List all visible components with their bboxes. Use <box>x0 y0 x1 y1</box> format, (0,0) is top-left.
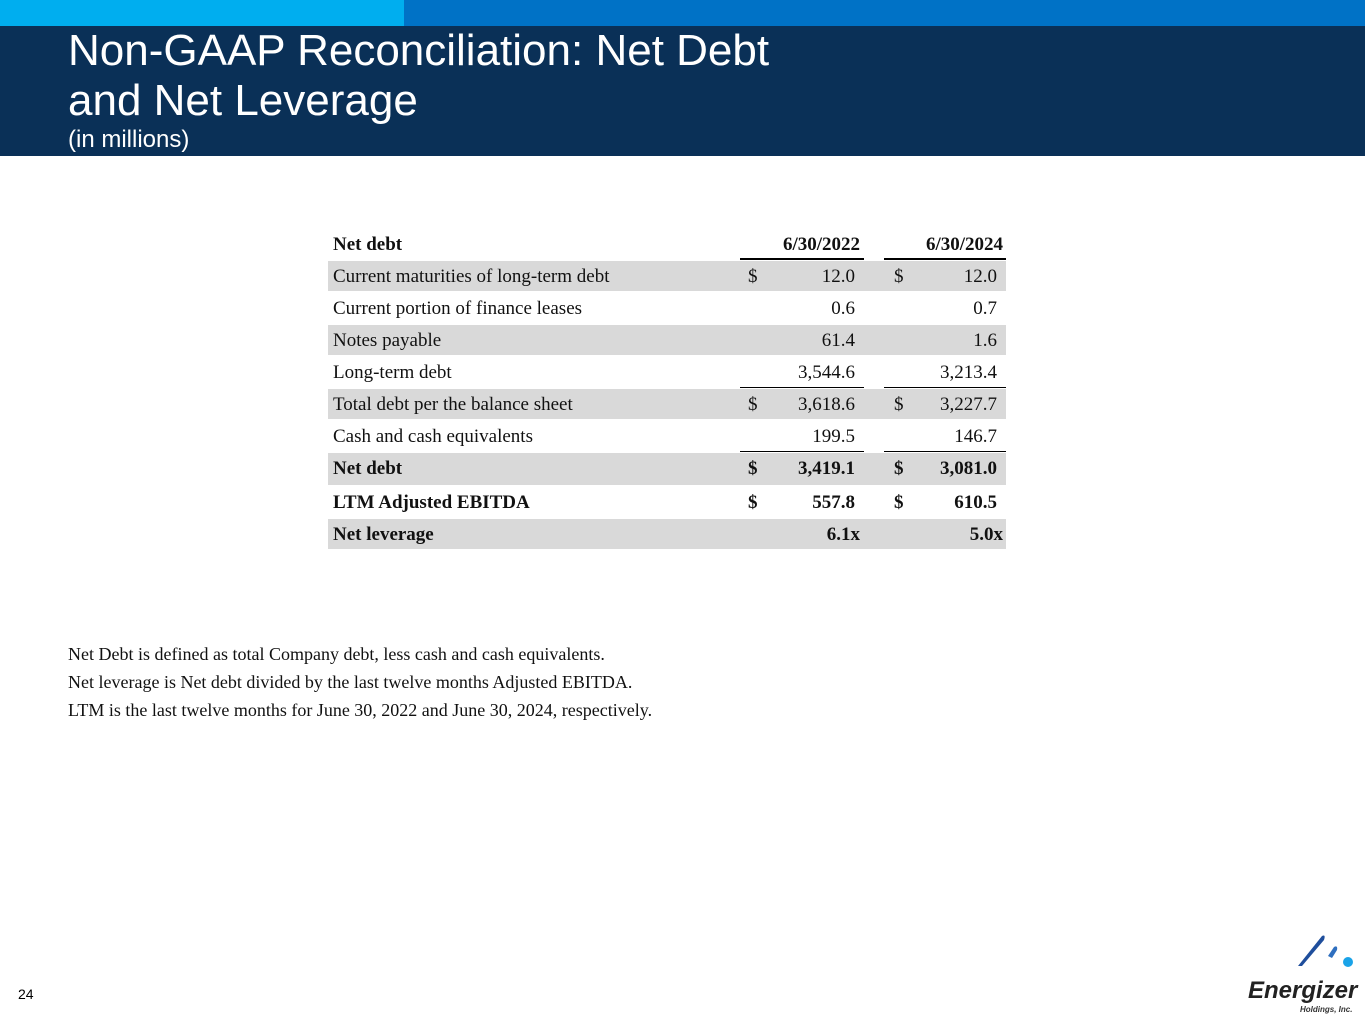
energizer-logo-mark-icon: Energizer Holdings, Inc. <box>1248 935 1359 1014</box>
cell-value: 12.0 <box>963 266 997 287</box>
table-row: Notes payable 61.4 1.6 <box>328 324 1006 356</box>
cell-value: 199.5 <box>812 426 855 447</box>
cell-value: 6.1x <box>826 524 860 545</box>
row-label: Notes payable <box>333 330 442 351</box>
cell-value: 557.8 <box>812 492 855 513</box>
cell-value: 3,419.1 <box>798 458 855 479</box>
currency-symbol: $ <box>894 266 904 287</box>
column-header: 6/30/2022 <box>782 234 860 255</box>
table-row: Current portion of finance leases 0.6 0.… <box>328 292 1006 324</box>
cell-value: 3,213.4 <box>940 362 997 383</box>
currency-symbol: $ <box>894 492 904 513</box>
table-row: Total debt per the balance sheet $ 3,618… <box>328 388 1006 420</box>
footnote: LTM is the last twelve months for June 3… <box>68 700 653 720</box>
currency-symbol: $ <box>894 458 904 479</box>
cell-value: 1.6 <box>973 330 997 351</box>
underline <box>740 258 864 260</box>
underline <box>884 258 1006 260</box>
underline <box>884 387 1006 388</box>
slide-header: Non-GAAP Reconciliation: Net Debt and Ne… <box>0 26 1365 156</box>
footnotes: Net Debt is defined as total Company deb… <box>68 640 652 724</box>
column-header: 6/30/2024 <box>925 234 1003 255</box>
row-label: Net leverage <box>333 524 434 545</box>
footnote: Net Debt is defined as total Company deb… <box>68 644 605 664</box>
row-label: Long-term debt <box>333 362 452 383</box>
row-label: Cash and cash equivalents <box>333 426 533 447</box>
currency-symbol: $ <box>748 266 758 287</box>
top-accent-bar-light <box>0 0 404 26</box>
cell-value: 3,618.6 <box>798 394 855 415</box>
table-row: Current maturities of long-term debt $ 1… <box>328 260 1006 292</box>
row-label: Net debt <box>333 458 403 479</box>
currency-symbol: $ <box>748 492 758 513</box>
cell-value: 3,081.0 <box>940 458 997 479</box>
cell-value: 12.0 <box>821 266 855 287</box>
energizer-logo: Energizer Holdings, Inc. <box>1240 932 1360 1017</box>
page-number: 24 <box>18 986 34 1002</box>
cell-value: 0.6 <box>831 298 855 319</box>
cell-value: 3,227.7 <box>940 394 997 415</box>
currency-symbol: $ <box>748 394 758 415</box>
cell-value: 3,544.6 <box>798 362 855 383</box>
table-row: LTM Adjusted EBITDA $ 557.8 $ 610.5 <box>328 486 1006 518</box>
table-row: Long-term debt 3,544.6 3,213.4 <box>328 356 1006 388</box>
cell-value: 610.5 <box>954 492 997 513</box>
net-debt-table: Net debt 6/30/2022 6/30/2024 Current mat… <box>328 228 1006 550</box>
row-label: Total debt per the balance sheet <box>333 394 573 415</box>
footnote: Net leverage is Net debt divided by the … <box>68 672 633 692</box>
table-title: Net debt <box>333 234 403 255</box>
table-row: Net debt $ 3,419.1 $ 3,081.0 <box>328 452 1006 486</box>
slide-subtitle: (in millions) <box>68 126 190 153</box>
row-label: Current portion of finance leases <box>333 298 583 319</box>
table-header-row: Net debt 6/30/2022 6/30/2024 <box>328 228 1006 260</box>
cell-value: 61.4 <box>821 330 855 351</box>
table-row: Net leverage 6.1x 5.0x <box>328 518 1006 550</box>
cell-value: 146.7 <box>954 426 997 447</box>
currency-symbol: $ <box>748 458 758 479</box>
svg-text:Energizer: Energizer <box>1248 977 1359 1004</box>
underline <box>884 451 1006 452</box>
table-row: Cash and cash equivalents 199.5 146.7 <box>328 420 1006 452</box>
cell-value: 5.0x <box>969 524 1003 545</box>
top-accent-bar <box>404 0 1365 26</box>
underline <box>740 387 864 388</box>
row-label: Current maturities of long-term debt <box>333 266 610 287</box>
slide-title: Non-GAAP Reconciliation: Net Debt and Ne… <box>68 26 770 125</box>
cell-value: 0.7 <box>973 298 997 319</box>
svg-text:Holdings, Inc.: Holdings, Inc. <box>1300 1005 1352 1014</box>
underline <box>740 451 864 452</box>
currency-symbol: $ <box>894 394 904 415</box>
row-label: LTM Adjusted EBITDA <box>333 492 530 513</box>
